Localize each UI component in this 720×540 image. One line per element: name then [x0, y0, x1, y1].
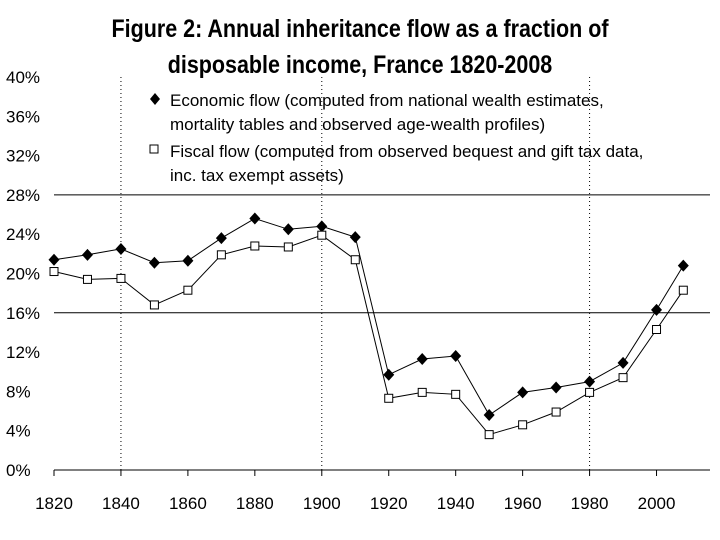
- x-tick-label: 1980: [571, 494, 609, 513]
- economic-flow-point: [349, 231, 361, 244]
- data-series: [48, 212, 689, 440]
- x-tick-label: 1860: [169, 494, 207, 513]
- fiscal-flow-point: [384, 393, 394, 403]
- x-tick-label: 1880: [236, 494, 274, 513]
- legend-text-economic-1: Economic flow (computed from national we…: [170, 91, 604, 110]
- y-tick-label: 24%: [6, 225, 40, 244]
- fiscal-flow-point: [250, 241, 260, 251]
- economic-flow-point: [282, 223, 294, 236]
- economic-flow-point: [182, 254, 194, 267]
- economic-flow-point: [550, 381, 562, 394]
- legend-entry-fiscal: Fiscal flow (computed from observed bequ…: [149, 142, 643, 185]
- x-tick-label: 1920: [370, 494, 408, 513]
- fiscal-flow-point: [82, 274, 92, 284]
- legend: Economic flow (computed from national we…: [149, 91, 643, 185]
- y-tick-label: 36%: [6, 107, 40, 126]
- fiscal-flow-point: [216, 250, 226, 260]
- economic-flow-point: [81, 248, 93, 261]
- fiscal-flow-point: [183, 285, 193, 295]
- fiscal-flow-point: [518, 420, 528, 430]
- economic-flow-point: [677, 259, 689, 272]
- chart-title-line-1: Figure 2: Annual inheritance flow as a f…: [112, 14, 609, 42]
- x-tick-label: 1820: [35, 494, 73, 513]
- economic-flow-point: [383, 368, 395, 381]
- y-tick-label: 4%: [6, 422, 31, 441]
- economic-flow-point: [483, 408, 495, 421]
- fiscal-flow-point: [678, 285, 688, 295]
- fiscal-flow-point: [451, 389, 461, 399]
- economic-flow-point: [316, 220, 328, 233]
- gridlines: [54, 77, 710, 470]
- y-tick-label: 32%: [6, 147, 40, 166]
- y-tick-label: 40%: [6, 68, 40, 87]
- economic-flow-point: [584, 375, 596, 388]
- fiscal-flow-point: [551, 407, 561, 417]
- series-line-fiscal: [53, 234, 684, 436]
- economic-flow-point: [517, 386, 529, 399]
- series-line-economic: [53, 217, 684, 416]
- fiscal-flow-point: [283, 242, 293, 252]
- fiscal-flow-point: [116, 273, 126, 283]
- legend-text-fiscal-2: inc. tax exempt assets): [170, 166, 344, 185]
- fiscal-flow-point: [149, 300, 159, 310]
- x-tick-label: 1940: [437, 494, 475, 513]
- axes: 0% 4% 8% 12% 16% 20% 24% 28% 32% 36% 40% 1820 1840 18…: [6, 68, 710, 513]
- fiscal-flow-point: [618, 373, 628, 383]
- economic-flow-point: [48, 253, 60, 266]
- x-tick-label: 1900: [303, 494, 341, 513]
- fiscal-flow-point: [417, 387, 427, 397]
- y-tick-label: 8%: [6, 382, 31, 401]
- x-tick-label: 1960: [504, 494, 542, 513]
- legend-entry-economic: Economic flow (computed from national we…: [150, 91, 604, 134]
- y-tick-label: 28%: [6, 186, 40, 205]
- economic-flow-point: [450, 350, 462, 363]
- legend-marker-fiscal: [149, 144, 159, 154]
- fiscal-flow-point: [49, 267, 59, 277]
- economic-flow-point: [617, 356, 629, 369]
- economic-flow-point: [148, 256, 160, 269]
- y-tick-label: 0%: [6, 461, 31, 480]
- chart-title-line-2: disposable income, France 1820-2008: [168, 50, 553, 78]
- economic-flow-point: [249, 212, 261, 225]
- fiscal-flow-point: [350, 255, 360, 265]
- fiscal-flow-point: [652, 325, 662, 335]
- economic-flow-point: [416, 352, 428, 365]
- legend-text-fiscal-1: Fiscal flow (computed from observed bequ…: [170, 142, 643, 161]
- x-tick-label: 2000: [638, 494, 676, 513]
- fiscal-flow-point: [585, 387, 595, 397]
- legend-marker-economic: [150, 93, 160, 105]
- fiscal-flow-point: [317, 230, 327, 240]
- economic-flow-point: [115, 242, 127, 255]
- y-tick-label: 16%: [6, 304, 40, 323]
- x-tick-label: 1840: [102, 494, 140, 513]
- y-tick-label: 12%: [6, 343, 40, 362]
- fiscal-flow-point: [484, 430, 494, 440]
- economic-flow-point: [215, 232, 227, 245]
- legend-text-economic-2: mortality tables and observed age-wealth…: [170, 115, 545, 134]
- y-tick-label: 20%: [6, 265, 40, 284]
- economic-flow-point: [651, 303, 663, 316]
